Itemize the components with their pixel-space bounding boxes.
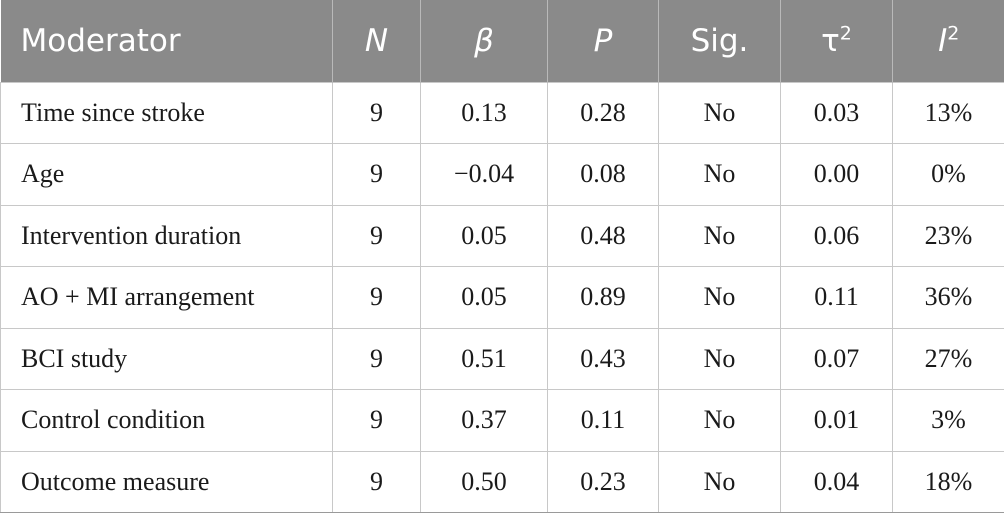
cell-n: 9 <box>332 81 421 144</box>
cell-tau2: 0.11 <box>780 266 893 329</box>
header-p-label: P <box>593 22 613 59</box>
cell-n: 9 <box>332 204 421 267</box>
cell-moderator: Control condition <box>0 389 333 452</box>
cell-i2: 18% <box>892 450 1004 513</box>
cell-n: 9 <box>332 450 421 513</box>
table-row: AO + MI arrangement 9 0.05 0.89 No 0.11 36% <box>0 266 1004 329</box>
table-row: Time since stroke 9 0.13 0.28 No 0.03 13% <box>0 81 1004 144</box>
header-i-sup: 2 <box>947 22 960 45</box>
cell-i2: 13% <box>892 81 1004 144</box>
cell-sig: No <box>658 204 781 267</box>
cell-sig: No <box>658 327 781 390</box>
cell-p: 0.11 <box>547 389 659 452</box>
cell-tau2: 0.04 <box>780 450 893 513</box>
header-tau2: τ2 <box>780 0 893 82</box>
header-tau-sup: 2 <box>839 22 852 45</box>
cell-p: 0.89 <box>547 266 659 329</box>
header-n: N <box>332 0 421 82</box>
table-row: Outcome measure 9 0.50 0.23 No 0.04 18% <box>0 450 1004 513</box>
cell-moderator: Age <box>0 143 333 206</box>
cell-sig: No <box>658 450 781 513</box>
table-row: Control condition 9 0.37 0.11 No 0.01 3% <box>0 389 1004 452</box>
cell-beta: −0.04 <box>420 143 548 206</box>
cell-moderator: Outcome measure <box>0 450 333 513</box>
cell-beta: 0.13 <box>420 81 548 144</box>
table-header-row: Moderator N β P Sig. τ2 I2 <box>0 0 1004 82</box>
cell-p: 0.23 <box>547 450 659 513</box>
cell-tau2: 0.06 <box>780 204 893 267</box>
cell-i2: 27% <box>892 327 1004 390</box>
table-body: Time since stroke 9 0.13 0.28 No 0.03 13% Age 9−… <box>0 81 1004 513</box>
cell-beta: 0.05 <box>420 204 548 267</box>
cell-i2: 0% <box>892 143 1004 206</box>
header-n-label: N <box>364 22 389 59</box>
cell-p: 0.08 <box>547 143 659 206</box>
cell-p: 0.28 <box>547 81 659 144</box>
table-row: Age 9 −0.04 0.08 No 0.00 0% <box>0 143 1004 206</box>
cell-moderator: AO + MI arrangement <box>0 266 333 329</box>
cell-tau2: 0.03 <box>780 81 893 144</box>
header-sig: Sig. <box>658 0 781 82</box>
cell-n: 9 <box>332 143 421 206</box>
cell-sig: No <box>658 81 781 144</box>
cell-i2: 3% <box>892 389 1004 452</box>
cell-beta: 0.37 <box>420 389 548 452</box>
cell-moderator: Time since stroke <box>0 81 333 144</box>
header-moderator: Moderator <box>20 22 181 59</box>
cell-sig: No <box>658 143 781 206</box>
table-row: Intervention duration 9 0.05 0.48 No 0.06 23% <box>0 204 1004 267</box>
header-beta-label: β <box>474 22 494 59</box>
cell-n: 9 <box>332 266 421 329</box>
cell-i2: 23% <box>892 204 1004 267</box>
header-p: P <box>547 0 659 82</box>
header-beta: β <box>420 0 548 82</box>
header-i2: I2 <box>892 0 1004 82</box>
cell-p: 0.43 <box>547 327 659 390</box>
cell-i2: 36% <box>892 266 1004 329</box>
cell-beta: 0.50 <box>420 450 548 513</box>
cell-sig: No <box>658 266 781 329</box>
cell-p: 0.48 <box>547 204 659 267</box>
cell-tau2: 0.00 <box>780 143 893 206</box>
header-i-label: I <box>938 22 948 59</box>
cell-beta: 0.05 <box>420 266 548 329</box>
cell-n: 9 <box>332 327 421 390</box>
cell-sig: No <box>658 389 781 452</box>
cell-tau2: 0.07 <box>780 327 893 390</box>
cell-n: 9 <box>332 389 421 452</box>
cell-moderator: Intervention duration <box>0 204 333 267</box>
cell-beta: 0.51 <box>420 327 548 390</box>
table-row: BCI study 9 0.51 0.43 No 0.07 27% <box>0 327 1004 390</box>
cell-moderator: BCI study <box>0 327 333 390</box>
cell-tau2: 0.01 <box>780 389 893 452</box>
header-tau-label: τ <box>821 22 840 59</box>
